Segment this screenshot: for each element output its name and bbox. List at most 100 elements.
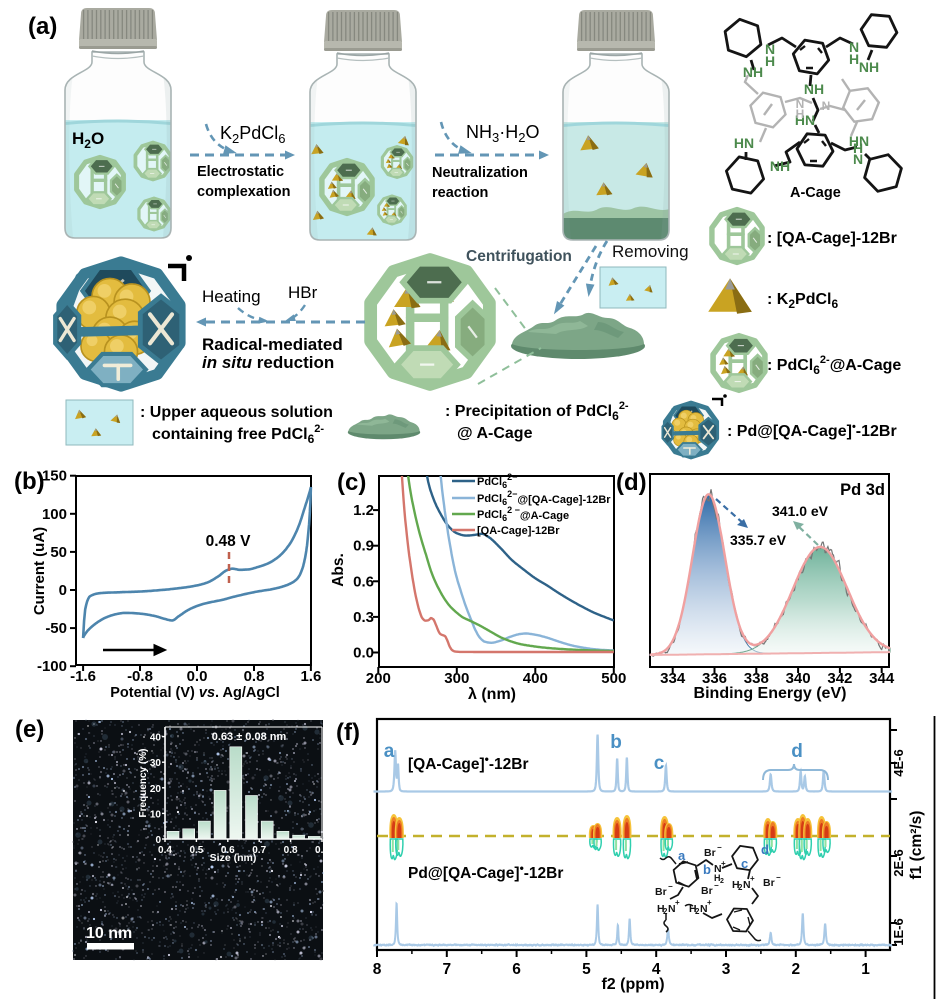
svg-text:+: +	[675, 898, 680, 907]
svg-text:Pd 3d: Pd 3d	[840, 481, 885, 499]
svg-text:H: H	[849, 51, 859, 67]
svg-text:: K2PdCl6: : K2PdCl6	[767, 291, 838, 311]
svg-text:0.5: 0.5	[189, 845, 203, 856]
svg-text:Br: Br	[655, 886, 667, 898]
svg-text:0.48 V: 0.48 V	[206, 533, 251, 550]
svg-text:+: +	[707, 898, 712, 907]
svg-text:0.7: 0.7	[252, 845, 266, 856]
svg-text:Abs.: Abs.	[330, 553, 347, 587]
svg-text:HBr: HBr	[288, 283, 318, 302]
svg-text:PdCl62 −@A-Cage: PdCl62 −@A-Cage	[477, 505, 569, 523]
svg-text:−: −	[714, 881, 719, 890]
svg-text:containing free PdCl62-: containing free PdCl62-	[152, 423, 324, 446]
svg-text:Neutralization: Neutralization	[432, 165, 528, 181]
svg-text:NH3·H2O: NH3·H2O	[466, 122, 539, 145]
svg-text:342: 342	[827, 670, 852, 687]
svg-text:(f): (f)	[336, 719, 360, 746]
svg-text:(a): (a)	[28, 13, 57, 40]
svg-text:N: N	[700, 903, 708, 915]
svg-text:−: −	[668, 882, 673, 891]
svg-text:b: b	[703, 862, 711, 877]
svg-text:(d): (d)	[616, 469, 647, 496]
svg-text:N: N	[765, 41, 775, 57]
svg-text:+: +	[750, 874, 755, 883]
svg-text:336: 336	[702, 670, 727, 687]
svg-text:Electrostatic: Electrostatic	[197, 164, 284, 180]
svg-text:Heating: Heating	[202, 287, 261, 306]
svg-text:: [QA-Cage]-12Br: : [QA-Cage]-12Br	[767, 230, 897, 247]
svg-text:340: 340	[786, 670, 811, 687]
svg-text:150: 150	[42, 468, 67, 485]
svg-text:-1.6: -1.6	[70, 668, 96, 685]
svg-text:H: H	[853, 140, 863, 156]
svg-text:H: H	[765, 53, 775, 69]
svg-text:-100: -100	[37, 658, 67, 675]
svg-text:H: H	[796, 107, 805, 121]
svg-text:PdCl62−@[QA-Cage]-12Br: PdCl62−@[QA-Cage]-12Br	[477, 489, 611, 507]
svg-text:N: N	[849, 39, 859, 55]
svg-text:2: 2	[738, 883, 743, 892]
svg-text:Binding Energy (eV): Binding Energy (eV)	[694, 685, 847, 702]
svg-text:H2O: H2O	[72, 129, 104, 151]
svg-text:30: 30	[150, 758, 162, 769]
svg-text:2: 2	[695, 907, 700, 916]
svg-text:Br: Br	[704, 847, 716, 859]
svg-text:10: 10	[150, 809, 162, 820]
svg-text:N: N	[668, 903, 676, 915]
svg-text:1.6: 1.6	[300, 668, 321, 685]
svg-text:in situ reduction: in situ reduction	[202, 353, 334, 372]
svg-text:(c): (c)	[337, 469, 366, 496]
svg-text:λ (nm): λ (nm)	[468, 686, 516, 703]
svg-text:Br: Br	[763, 877, 775, 889]
svg-text:Pd@[QA-Cage]•-12Br: Pd@[QA-Cage]•-12Br	[408, 861, 563, 882]
svg-text:0.8: 0.8	[284, 845, 298, 856]
svg-text:A-Cage: A-Cage	[790, 185, 841, 201]
svg-text:0.63 ± 0.08 nm: 0.63 ± 0.08 nm	[212, 731, 287, 743]
svg-text:0.4: 0.4	[158, 845, 172, 856]
svg-text:reaction: reaction	[432, 185, 488, 201]
svg-text:Removing: Removing	[612, 242, 689, 261]
svg-text:HN: HN	[734, 135, 754, 151]
svg-text:H: H	[657, 903, 665, 915]
svg-text:−: −	[776, 873, 781, 882]
svg-text:Potential (V) vs. Ag/AgCl: Potential (V) vs. Ag/AgCl	[110, 685, 279, 701]
svg-text:500: 500	[601, 670, 626, 687]
svg-text:4: 4	[652, 961, 661, 978]
svg-text:H: H	[689, 903, 697, 915]
svg-text:d: d	[791, 741, 803, 762]
svg-text:N: N	[714, 863, 722, 875]
svg-text:2: 2	[720, 878, 724, 885]
svg-text:338: 338	[744, 670, 769, 687]
svg-text:NH: NH	[859, 59, 879, 75]
svg-text:20: 20	[150, 784, 162, 795]
svg-text:d: d	[761, 842, 769, 857]
svg-text:N: N	[796, 97, 805, 111]
svg-text:+: +	[721, 859, 726, 868]
svg-text:a: a	[384, 741, 395, 762]
svg-text:NH: NH	[804, 81, 824, 97]
svg-text:1E-6: 1E-6	[891, 918, 906, 945]
svg-text:HN: HN	[795, 112, 815, 128]
svg-text:1.2: 1.2	[353, 502, 374, 519]
svg-text:400: 400	[523, 670, 548, 687]
svg-text:50: 50	[50, 544, 67, 561]
svg-text:N: N	[743, 879, 751, 891]
svg-text:0.6: 0.6	[221, 845, 235, 856]
svg-text:-0.8: -0.8	[127, 668, 153, 685]
svg-text:: Pd@[QA-Cage]•-12Br: : Pd@[QA-Cage]•-12Br	[727, 421, 897, 440]
svg-text:NH: NH	[743, 64, 763, 80]
svg-text:(b): (b)	[14, 468, 45, 495]
svg-text:Centrifugation: Centrifugation	[466, 248, 572, 265]
svg-text:4E-6: 4E-6	[891, 749, 906, 776]
svg-text:: Precipitation of PdCl62-: : Precipitation of PdCl62-	[445, 400, 629, 423]
svg-text:0: 0	[59, 582, 67, 599]
svg-text:Br: Br	[701, 885, 713, 897]
svg-text:200: 200	[366, 670, 391, 687]
svg-text:0.9: 0.9	[315, 845, 329, 856]
svg-text:H: H	[732, 879, 740, 891]
svg-text:: Upper aqueous solution: : Upper aqueous solution	[140, 404, 333, 421]
svg-text:334: 334	[660, 670, 686, 687]
svg-text:341.0 eV: 341.0 eV	[772, 503, 829, 519]
svg-text:: PdCl62-@A-Cage: : PdCl62-@A-Cage	[767, 354, 901, 377]
svg-text:300: 300	[444, 670, 469, 687]
